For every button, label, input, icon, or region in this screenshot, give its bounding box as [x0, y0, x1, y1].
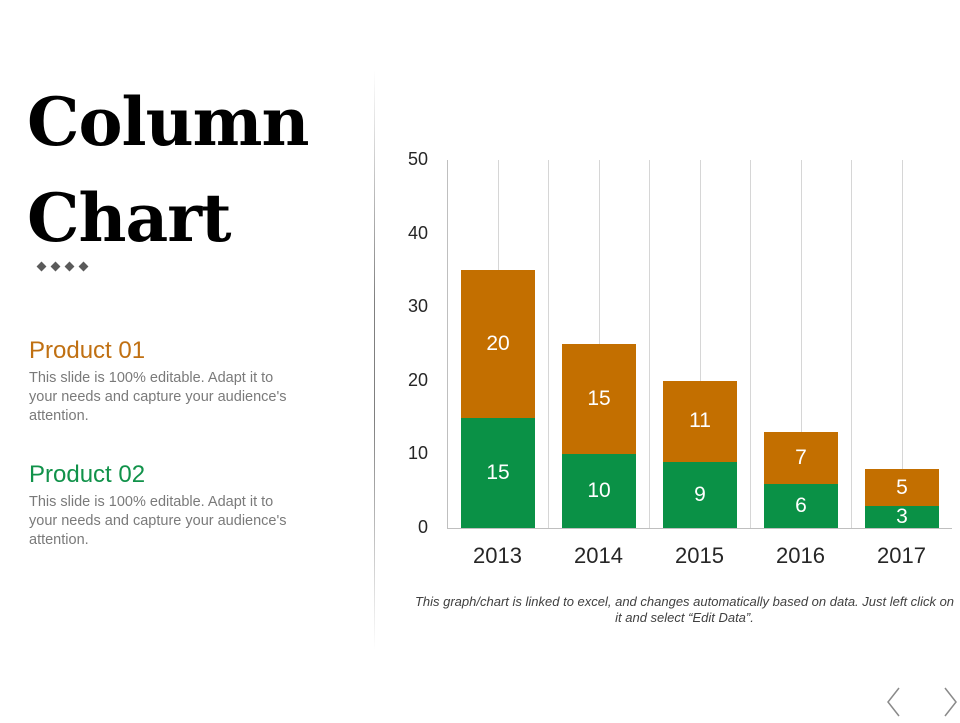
bar-segment-product-01[interactable]: 5	[865, 469, 939, 506]
gridline	[901, 160, 903, 528]
x-tick-label: 2013	[473, 543, 522, 568]
bar-segment-product-02[interactable]: 10	[562, 454, 636, 528]
product-02-description: This slide is 100% editable. Adapt it to…	[29, 494, 287, 548]
y-tick-label: 20	[407, 369, 428, 390]
title-line-2: Chart	[27, 179, 232, 257]
x-tick-label: 2017	[877, 543, 926, 568]
bar-segment-product-01[interactable]: 15	[562, 344, 636, 455]
vertical-divider	[374, 70, 375, 650]
gridline	[851, 160, 852, 528]
previous-slide-button[interactable]	[884, 686, 904, 718]
gridline	[548, 160, 549, 528]
product-01-description: This slide is 100% editable. Adapt it to…	[29, 370, 287, 424]
bar-segment-product-02[interactable]: 6	[764, 483, 838, 528]
bar-segment-product-01[interactable]: 7	[764, 432, 838, 484]
bar-segment-product-01[interactable]: 20	[461, 270, 535, 418]
product-02-title: Product 02	[29, 461, 146, 488]
x-tick-label: 2016	[776, 543, 825, 568]
bar-segment-product-02[interactable]: 3	[865, 505, 939, 528]
x-axis-line	[447, 528, 952, 529]
gridline	[800, 160, 802, 528]
slide-title: Column Chart	[27, 74, 309, 266]
chevron-right-icon	[944, 687, 957, 717]
bar-segment-product-01[interactable]: 11	[663, 380, 737, 462]
chart-note: This graph/chart is linked to excel, and…	[414, 594, 955, 625]
y-tick-label: 10	[407, 443, 428, 464]
bar-segment-product-02[interactable]: 15	[461, 417, 535, 528]
x-tick-label: 2015	[675, 543, 724, 568]
x-tick-label: 2014	[574, 543, 623, 568]
y-tick-label: 0	[417, 517, 428, 537]
gridline	[699, 160, 701, 528]
next-slide-button[interactable]	[940, 686, 960, 718]
y-tick-label: 30	[407, 296, 428, 317]
gridline	[750, 160, 751, 528]
title-line-1: Column	[27, 83, 309, 161]
y-axis-line	[447, 160, 448, 529]
chevron-left-icon	[887, 687, 900, 717]
product-01-title: Product 01	[29, 337, 146, 364]
bar-segment-product-02[interactable]: 9	[663, 461, 737, 528]
y-tick-label: 50	[407, 149, 428, 169]
gridline	[649, 160, 650, 528]
product-02-block: Product 02 This slide is 100% editable. …	[29, 461, 299, 550]
y-tick-label: 40	[407, 222, 428, 243]
product-01-block: Product 01 This slide is 100% editable. …	[29, 337, 299, 426]
